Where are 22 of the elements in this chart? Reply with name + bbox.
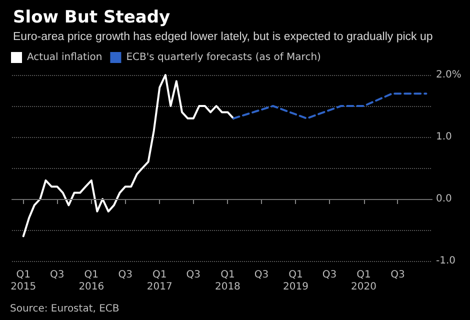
y-tick-label: 2.0%: [436, 70, 462, 80]
source-note: Source: Eurostat, ECB: [10, 304, 120, 314]
y-tick-label: 1.0: [436, 132, 452, 142]
y-tick-label: 0.0: [436, 194, 452, 204]
legend-label: ECB's quarterly forecasts (as of March): [126, 52, 322, 63]
x-tick-label: Q3: [390, 270, 405, 280]
x-tick-label: Q1 2017: [146, 270, 172, 292]
y-tick-label: -1.0: [436, 256, 456, 266]
x-tick-label: Q1 2020: [351, 270, 376, 292]
x-tick-label: Q3: [50, 270, 64, 280]
x-tick-label: Q1 2018: [214, 270, 240, 292]
x-tick-label: Q1 2016: [78, 270, 104, 292]
x-tick-label: Q3: [254, 270, 269, 280]
line-series: [22, 74, 234, 238]
chart-title: Slow But Steady: [13, 8, 170, 28]
x-tick-label: Q3: [186, 270, 200, 280]
x-tick-label: Q1 2015: [10, 270, 36, 292]
x-tick-label: Q3: [118, 270, 132, 280]
x-tick-label: Q1 2019: [283, 270, 308, 292]
legend-label: Actual inflation: [27, 52, 102, 63]
x-tick-label: Q3: [322, 270, 337, 280]
chart-subtitle: Euro-area price growth has edged lower lately, but is expected to gradually pick up: [13, 31, 433, 43]
